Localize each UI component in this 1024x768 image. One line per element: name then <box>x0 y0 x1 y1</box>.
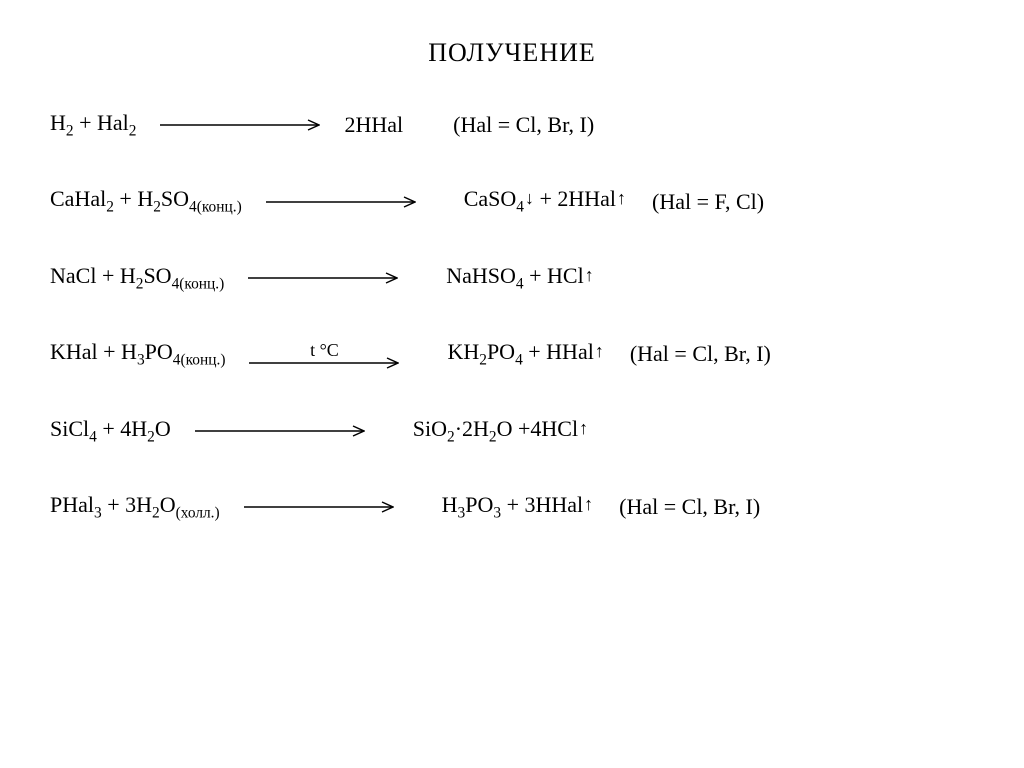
note-6: (Hal = Cl, Br, I) <box>619 494 760 520</box>
reaction-row-2: CaHal2 + H2SO4(конц.) CaSO4↓ + 2HHal↑ (H… <box>50 186 974 216</box>
reaction-row-6: PHal3 + 3H2O(холл.) H3PO3 + 3HHal↑ (Hal … <box>50 492 974 522</box>
arrow-1 <box>160 119 320 131</box>
arrow-4: t °C <box>249 340 399 369</box>
reagents-2: CaHal2 + H2SO4(конц.) <box>50 186 242 216</box>
reaction-row-4: KHal + H3PO4(конц.) t °C KH2PO4 + HHal↑ … <box>50 339 974 369</box>
page: ПОЛУЧЕНИЕ H2 + Hal2 2HHal (Hal = Cl, Br,… <box>0 0 1024 768</box>
reaction-row-3: NaCl + H2SO4(конц.) NaHSO4 + HCl↑ <box>50 263 974 293</box>
reaction-row-1: H2 + Hal2 2HHal (Hal = Cl, Br, I) <box>50 110 974 140</box>
arrow-5 <box>195 425 365 437</box>
reagents-5: SiCl4 + 4H2O <box>50 416 171 446</box>
arrow-3 <box>248 272 398 284</box>
arrow-6 <box>244 501 394 513</box>
products-4: KH2PO4 + HHal↑ <box>447 339 603 369</box>
reagents-3: NaCl + H2SO4(конц.) <box>50 263 224 293</box>
products-2: CaSO4↓ + 2HHal↑ <box>464 186 626 216</box>
reaction-row-5: SiCl4 + 4H2O SiO2·2H2O +4HCl↑ <box>50 416 974 446</box>
arrow-2 <box>266 196 416 208</box>
reagents-6: PHal3 + 3H2O(холл.) <box>50 492 220 522</box>
reagents-1: H2 + Hal2 <box>50 110 136 140</box>
page-title: ПОЛУЧЕНИЕ <box>50 38 974 68</box>
note-2: (Hal = F, Cl) <box>652 189 764 215</box>
products-1: 2HHal <box>344 112 403 138</box>
note-1: (Hal = Cl, Br, I) <box>453 112 594 138</box>
reagents-4: KHal + H3PO4(конц.) <box>50 339 225 369</box>
products-3: NaHSO4 + HCl↑ <box>446 263 593 293</box>
note-4: (Hal = Cl, Br, I) <box>630 341 771 367</box>
products-5: SiO2·2H2O +4HCl↑ <box>413 416 588 446</box>
products-6: H3PO3 + 3HHal↑ <box>442 492 593 522</box>
